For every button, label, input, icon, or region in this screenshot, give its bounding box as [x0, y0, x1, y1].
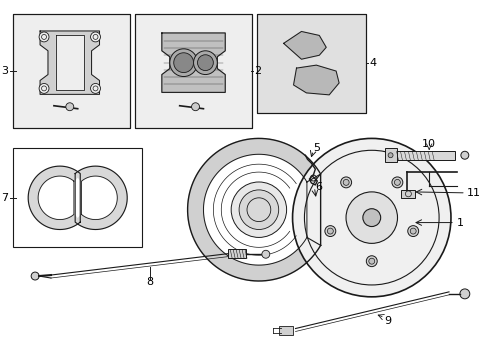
Circle shape [239, 190, 278, 230]
Bar [13, 14, 130, 127]
Circle shape [31, 272, 39, 280]
Circle shape [459, 289, 469, 299]
Polygon shape [162, 33, 225, 93]
Circle shape [39, 84, 49, 93]
Circle shape [90, 32, 100, 42]
Bar [228, 249, 245, 258]
Bar [135, 14, 251, 127]
Text: 1: 1 [456, 217, 463, 228]
Circle shape [193, 51, 217, 75]
Circle shape [262, 250, 269, 258]
Bar [256, 14, 365, 113]
Text: 9: 9 [383, 316, 390, 325]
Text: 8: 8 [146, 277, 153, 287]
Circle shape [191, 103, 199, 111]
Text: 6: 6 [315, 182, 322, 192]
Text: 2: 2 [253, 66, 261, 76]
Bar [135, 14, 251, 127]
Circle shape [39, 32, 49, 42]
Circle shape [173, 53, 193, 73]
Circle shape [292, 138, 450, 297]
Polygon shape [28, 166, 80, 230]
Circle shape [343, 179, 348, 185]
Circle shape [387, 153, 392, 158]
Bar [256, 14, 365, 113]
Polygon shape [40, 31, 99, 94]
Circle shape [231, 182, 286, 238]
Circle shape [90, 84, 100, 93]
Circle shape [169, 49, 197, 77]
Circle shape [368, 258, 374, 264]
Text: 11: 11 [466, 188, 480, 198]
Circle shape [460, 151, 468, 159]
Bar [401, 190, 414, 198]
Circle shape [366, 256, 376, 267]
Circle shape [407, 226, 418, 237]
Bar [384, 148, 396, 162]
Circle shape [66, 103, 74, 111]
Text: 7: 7 [1, 193, 8, 203]
Circle shape [394, 179, 400, 185]
Text: 10: 10 [421, 139, 435, 149]
Polygon shape [293, 65, 338, 95]
Circle shape [346, 192, 397, 243]
Text: 4: 4 [369, 58, 376, 68]
Bar [392, 151, 454, 160]
Polygon shape [75, 166, 127, 230]
Polygon shape [187, 138, 320, 281]
Circle shape [391, 177, 402, 188]
Bar [278, 325, 292, 336]
Polygon shape [56, 35, 83, 90]
Bar [13, 148, 142, 247]
Circle shape [197, 55, 213, 71]
Circle shape [362, 209, 380, 226]
Circle shape [409, 228, 415, 234]
Bar [13, 14, 130, 127]
Polygon shape [283, 31, 325, 59]
Text: 3: 3 [1, 66, 8, 76]
Circle shape [324, 226, 335, 237]
Circle shape [326, 228, 333, 234]
Text: 5: 5 [313, 143, 320, 153]
Circle shape [340, 177, 351, 188]
